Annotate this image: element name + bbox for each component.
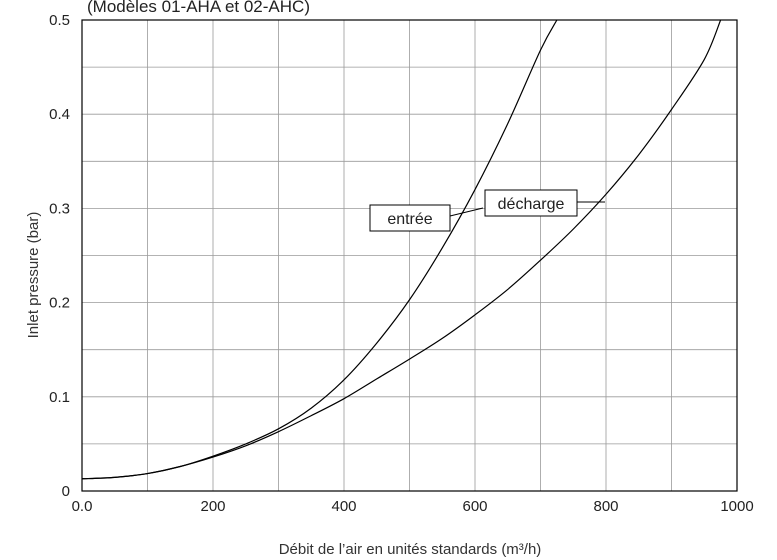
decharge-label-box [484,189,578,217]
decharge-label: décharge [498,196,565,213]
y-tick-label: 0.1 [49,389,70,406]
chart-title: (Modèles 01-AHA et 02-AHC) [87,0,310,16]
y-tick-label: 0.3 [49,200,70,217]
x-tick-label: 800 [593,498,618,515]
x-tick-label: 400 [331,498,356,515]
plot-frame [81,19,738,492]
annotations: entrée décharge [369,189,605,232]
series-line-entree [81,19,558,480]
x-tick-label: 1000 [720,498,753,515]
y-tick-label: 0.2 [49,295,70,312]
y-tick-label: 0.4 [49,106,70,123]
x-tick-label: 200 [200,498,225,515]
tick-labels: 0.0 200 400 600 800 1000 0 0.1 0.2 0.3 0.4 0.5 [49,12,754,515]
x-tick-label: 0.0 [72,498,93,515]
entree-leader-line [449,207,484,217]
y-tick-label: 0 [62,483,70,500]
y-tick-label: 0.5 [49,12,70,29]
grid [82,20,737,491]
entree-label: entrée [387,211,432,228]
series-line-decharge [81,19,722,480]
x-tick-label: 600 [462,498,487,515]
y-axis-title: Inlet pressure (bar) [25,212,42,339]
curves [81,19,722,480]
x-axis-title: Débit de l’air en unités standards (m³/h… [279,541,542,558]
entree-label-box [369,204,451,232]
